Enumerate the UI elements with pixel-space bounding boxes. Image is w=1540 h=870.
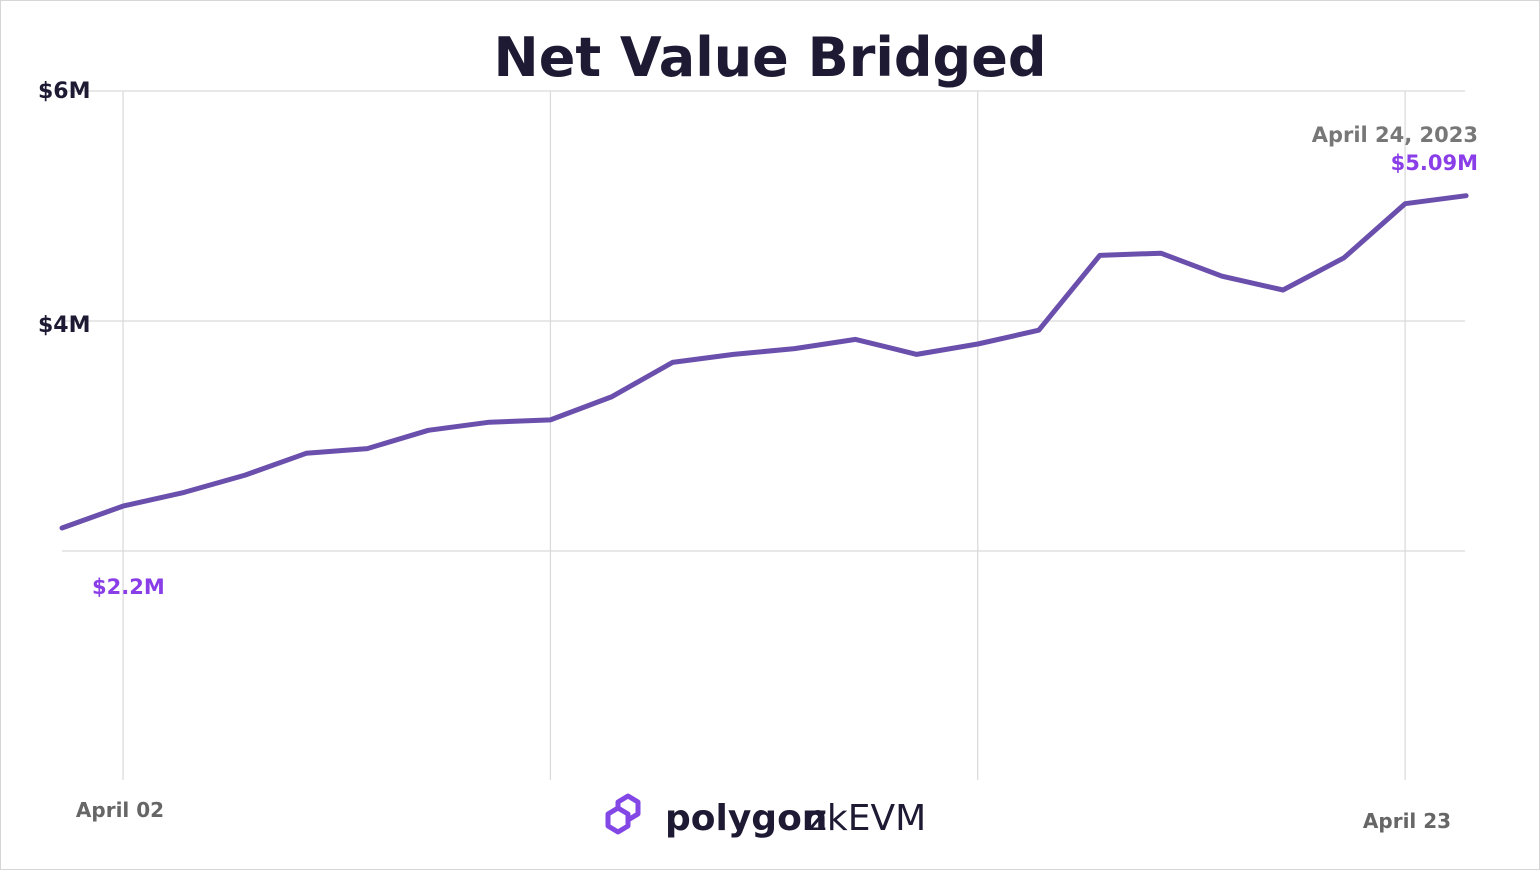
series-group — [59, 193, 1469, 531]
series-line-0 — [59, 193, 1469, 531]
data-point — [792, 346, 797, 351]
data-point — [121, 504, 126, 509]
x-tick-label-april-23: April 23 — [1363, 809, 1451, 833]
data-point — [426, 428, 431, 433]
data-point — [914, 352, 919, 357]
start-value-label: $2.2M — [92, 575, 165, 599]
data-point — [1097, 253, 1102, 258]
data-point — [609, 394, 614, 399]
end-date-label: April 24, 2023 — [1312, 123, 1478, 147]
data-point — [1464, 193, 1469, 198]
chart-title: Net Value Bridged — [494, 26, 1047, 89]
data-point — [304, 451, 309, 456]
data-point — [548, 417, 553, 422]
data-point — [1403, 201, 1408, 206]
data-point — [365, 446, 370, 451]
data-point — [853, 337, 858, 342]
data-point — [1036, 328, 1041, 333]
data-point — [1281, 288, 1286, 293]
x-tick-label-april-02: April 02 — [76, 798, 164, 822]
brand-product: zkEVM — [808, 798, 926, 839]
data-point — [487, 420, 492, 425]
end-value-label: $5.09M — [1391, 151, 1478, 175]
data-point — [670, 360, 675, 365]
data-point — [1342, 255, 1347, 260]
data-point — [731, 352, 736, 357]
data-point — [60, 526, 65, 531]
data-point — [1158, 251, 1163, 256]
brand-name: polygon — [665, 798, 827, 839]
polygon-logo-icon — [605, 793, 641, 835]
data-point — [182, 490, 187, 495]
data-point — [975, 342, 980, 347]
y-tick-label-6m: $6M — [38, 79, 91, 104]
data-point — [1220, 274, 1225, 279]
data-point — [243, 473, 248, 478]
gridlines — [62, 90, 1465, 780]
y-tick-label-4m: $4M — [38, 313, 91, 338]
